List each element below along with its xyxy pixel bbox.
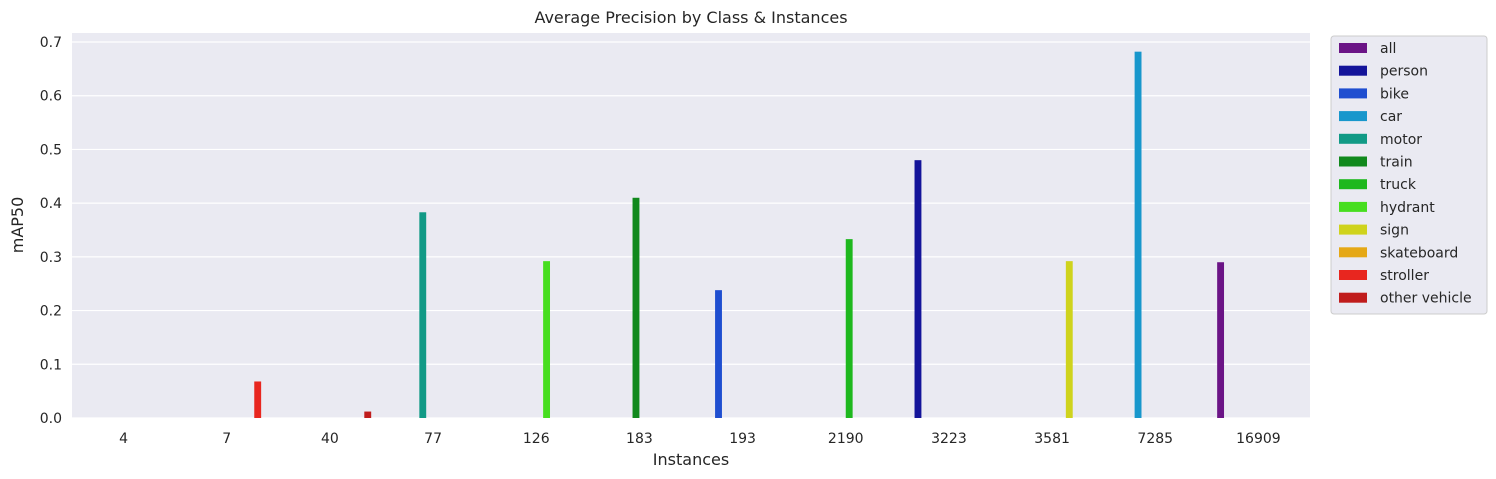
legend: all person bike car motor train truck hydrant si… bbox=[1330, 35, 1488, 315]
y-tick-label: 0.6 bbox=[40, 89, 62, 105]
bar-motor bbox=[419, 212, 427, 418]
bar-all bbox=[1217, 262, 1225, 418]
y-axis-title: mAP50 bbox=[8, 197, 27, 254]
legend-swatch bbox=[1339, 270, 1367, 280]
y-tick-label: 0.5 bbox=[40, 142, 62, 158]
legend-label: sign bbox=[1380, 223, 1409, 239]
y-tick-labels: 0.0 0.1 0.2 0.3 0.4 0.5 0.6 0.7 bbox=[40, 35, 62, 427]
legend-swatch bbox=[1339, 156, 1367, 167]
x-tick-label: 7 bbox=[222, 431, 231, 447]
bars bbox=[254, 51, 1225, 418]
legend-swatch bbox=[1339, 133, 1367, 144]
y-tick-label: 0.1 bbox=[40, 357, 62, 373]
bar-stroller bbox=[254, 381, 262, 418]
y-tick-label: 0.3 bbox=[40, 250, 62, 266]
bar-truck bbox=[845, 239, 853, 418]
bar-train bbox=[632, 197, 640, 418]
legend-swatch bbox=[1339, 247, 1367, 258]
bar-sign bbox=[1065, 261, 1073, 418]
legend-swatch bbox=[1339, 224, 1367, 235]
legend-swatch bbox=[1339, 65, 1367, 76]
legend-swatch bbox=[1339, 43, 1367, 53]
legend-label: bike bbox=[1380, 86, 1409, 102]
x-tick-label: 126 bbox=[523, 431, 550, 447]
x-tick-label: 7285 bbox=[1137, 431, 1173, 447]
bar-hydrant bbox=[543, 261, 551, 418]
legend-label: car bbox=[1380, 109, 1402, 125]
legend-swatch bbox=[1339, 88, 1367, 99]
x-axis-title: Instances bbox=[653, 450, 729, 469]
x-tick-label: 183 bbox=[626, 431, 653, 447]
legend-label: all bbox=[1380, 41, 1396, 57]
legend-frame bbox=[1330, 35, 1488, 315]
legend-swatch bbox=[1339, 111, 1367, 122]
y-tick-label: 0.0 bbox=[40, 411, 62, 427]
legend-swatch bbox=[1339, 201, 1367, 212]
legend-label: other vehicle bbox=[1380, 291, 1472, 307]
x-tick-label: 4 bbox=[119, 431, 128, 447]
y-tick-label: 0.2 bbox=[40, 304, 62, 320]
x-tick-label: 3581 bbox=[1034, 431, 1070, 447]
x-tick-label: 16909 bbox=[1236, 431, 1281, 447]
legend-swatch bbox=[1339, 292, 1367, 303]
x-tick-label: 77 bbox=[424, 431, 442, 447]
legend-label: stroller bbox=[1380, 268, 1429, 284]
bar-car bbox=[1134, 51, 1142, 418]
bar-bike bbox=[715, 290, 722, 418]
legend-label: hydrant bbox=[1380, 200, 1435, 216]
x-tick-labels: 4 7 40 77 126 183 193 2190 3223 3581 7285 16909 bbox=[119, 431, 1281, 447]
chart-title: Average Precision by Class & Instances bbox=[534, 8, 847, 27]
x-tick-label: 193 bbox=[729, 431, 756, 447]
legend-label: train bbox=[1380, 155, 1413, 171]
legend-label: skateboard bbox=[1380, 245, 1458, 261]
legend-label: person bbox=[1380, 64, 1428, 80]
x-tick-label: 2190 bbox=[828, 431, 864, 447]
bar-other-vehicle bbox=[364, 411, 372, 418]
y-tick-label: 0.7 bbox=[40, 35, 62, 51]
legend-label: truck bbox=[1380, 177, 1417, 193]
x-tick-label: 40 bbox=[321, 431, 339, 447]
y-tick-label: 0.4 bbox=[40, 196, 62, 212]
legend-label: motor bbox=[1380, 132, 1422, 148]
legend-swatch bbox=[1339, 179, 1367, 190]
x-tick-label: 3223 bbox=[931, 431, 967, 447]
grid-lines bbox=[72, 41, 1310, 419]
legend-entries: all person bike car motor train truck hydrant si… bbox=[1339, 41, 1472, 307]
plot-background bbox=[72, 33, 1310, 418]
bar-person bbox=[914, 160, 922, 418]
